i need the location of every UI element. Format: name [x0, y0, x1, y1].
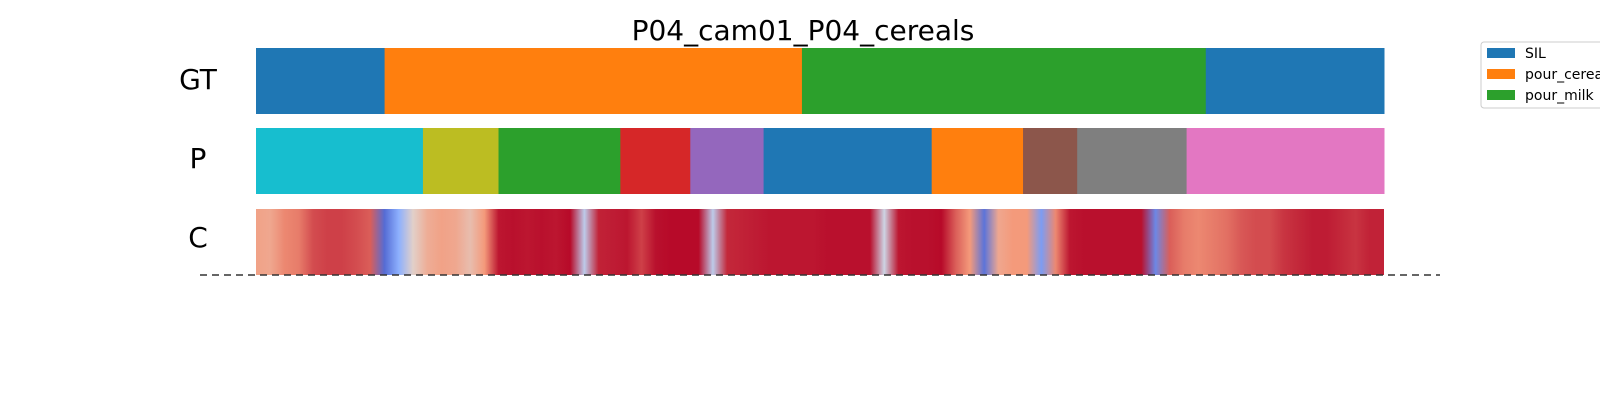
confidence-strip: [256, 209, 1384, 275]
pred-segment-8: [1077, 128, 1188, 194]
pred-segment-7: [1023, 128, 1078, 194]
gt-segment-2: [801, 48, 1207, 114]
pred-segment-4: [690, 128, 765, 194]
pred-segment-3: [620, 128, 691, 194]
prediction-row: [256, 128, 1385, 194]
legend-label-pour-milk: pour_milk: [1525, 88, 1594, 104]
legend-label-sil: SIL: [1525, 46, 1546, 62]
pred-segment-5: [763, 128, 933, 194]
legend-swatch-pour-cereals: [1487, 69, 1515, 79]
gt-segment-1: [384, 48, 803, 114]
legend-swatch-sil: [1487, 48, 1515, 58]
legend-swatch-pour-milk: [1487, 90, 1515, 100]
row-label-p: P: [190, 142, 207, 175]
confidence-row: [256, 209, 1384, 275]
pred-segment-0: [256, 128, 424, 194]
gt-row: [256, 48, 1385, 114]
gt-segment-3: [1205, 48, 1385, 114]
pred-segment-6: [931, 128, 1024, 194]
row-label-c: C: [188, 221, 208, 254]
legend-label-pour-cereals: pour_cereals: [1525, 67, 1600, 83]
row-label-gt: GT: [179, 63, 218, 96]
pred-segment-9: [1186, 128, 1385, 194]
pred-segment-2: [498, 128, 621, 194]
gt-segment-0: [256, 48, 386, 114]
chart-title: P04_cam01_P04_cereals: [632, 14, 975, 47]
pred-segment-1: [422, 128, 500, 194]
legend: SIL pour_cereals pour_milk: [1480, 41, 1600, 109]
